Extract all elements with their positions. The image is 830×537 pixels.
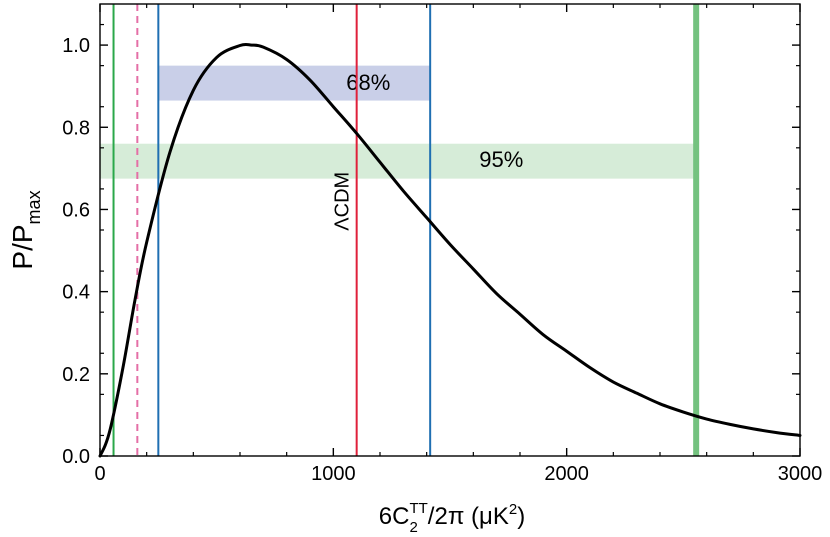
curve-layer (98, 42, 802, 458)
y-tick-label: 1.0 (62, 35, 90, 57)
x-tick-label: 3000 (778, 463, 823, 485)
x-tick-label: 0 (94, 463, 105, 485)
vertical-lines: ΛCDM (112, 4, 700, 456)
band-label-0: 68% (346, 70, 390, 95)
band-1 (100, 143, 697, 179)
x-axis-label-rest-superscript: 2 (509, 501, 517, 518)
y-axis-label: P/Pmax (7, 190, 44, 269)
y-tick-label: 0.4 (62, 282, 90, 304)
y-axis-label-subscript: max (24, 190, 44, 224)
confidence-bands: 68% 95% (100, 65, 697, 179)
x-axis-label-close: ) (517, 503, 525, 530)
y-axis-label-main: P/P (7, 224, 38, 269)
x-axis-label-subscript: 2 (409, 519, 417, 532)
x-tick-label: 2000 (544, 463, 589, 485)
x-axis-label-rest: /2π (μK (428, 503, 509, 530)
y-tick-label: 0.8 (62, 117, 90, 139)
x-axis-label-main: 6C (379, 503, 410, 530)
y-tick-label: 0.0 (62, 446, 90, 468)
y-tick-label: 0.6 (62, 199, 90, 221)
labels: P/Pmax 6CTT 2/2π (μK2) (7, 190, 525, 536)
series-line-0 (98, 42, 802, 458)
ticks: 0 1000 2000 3000 0.0 0.2 0.4 0.6 0.8 1.0 (62, 4, 822, 485)
x-axis-label: 6CTT 2/2π (μK2) (379, 500, 525, 532)
y-tick-label: 0.2 (62, 364, 90, 386)
band-label-1: 95% (479, 147, 523, 172)
x-tick-label: 1000 (311, 463, 356, 485)
vline-label-3: ΛCDM (332, 172, 354, 231)
x-axis-label-superscript: TT (409, 500, 427, 517)
